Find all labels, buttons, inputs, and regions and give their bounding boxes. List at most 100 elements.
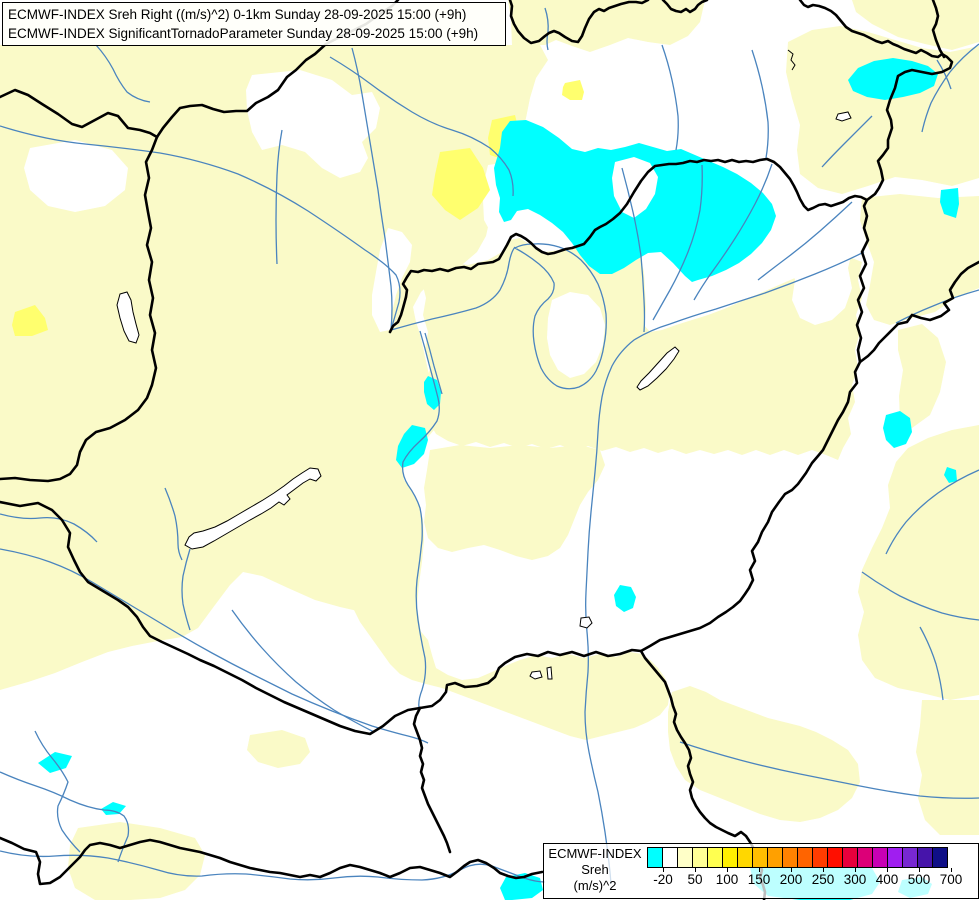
layer-lakes — [116, 111, 852, 680]
colorbar-tick — [759, 868, 760, 872]
colorbar-cell — [797, 847, 813, 868]
higher-shading — [432, 148, 490, 220]
colorbar-cell — [902, 847, 918, 868]
lake-outline — [546, 666, 553, 680]
colorbar-tick — [695, 868, 696, 872]
layer-white-patches — [24, 70, 853, 378]
colorbar-cell — [722, 847, 738, 868]
river-line — [751, 49, 769, 159]
colorbar-tick-label: 250 — [811, 872, 835, 887]
colorbar-cell — [767, 847, 783, 868]
colorbar-cell — [827, 847, 843, 868]
positive-shading — [348, 565, 670, 740]
negative-shading — [940, 188, 959, 218]
colorbar-tick — [727, 868, 728, 872]
title-line-2: ECMWF-INDEX SignificantTornadoParameter … — [8, 26, 479, 41]
neutral-shading — [24, 140, 128, 212]
colorbar-cell — [812, 847, 828, 868]
colorbar-tick-label: 300 — [843, 872, 867, 887]
colorbar-tick — [823, 868, 824, 872]
country-border — [0, 500, 422, 736]
river-line — [861, 571, 979, 621]
colorbar-tick-label: 200 — [779, 872, 803, 887]
river-line — [544, 7, 549, 51]
legend-title-line-1: ECMWF-INDEX — [548, 846, 642, 861]
country-border — [0, 135, 159, 483]
lake-outline — [636, 346, 680, 391]
lake-outline — [529, 670, 543, 680]
colorbar-cell — [647, 847, 663, 868]
river-line — [0, 125, 401, 331]
neutral-shading — [790, 212, 853, 325]
negative-shading — [101, 802, 126, 815]
positive-shading — [0, 45, 548, 690]
positive-shading — [858, 425, 979, 700]
colorbar-tick-label: 700 — [939, 872, 963, 887]
colorbar-tick-label: 500 — [907, 872, 931, 887]
river-line — [885, 469, 979, 555]
country-border — [0, 88, 159, 139]
country-border — [661, 0, 709, 14]
colorbar-tick-label: 400 — [875, 872, 899, 887]
river-line — [181, 548, 191, 631]
river-line — [329, 56, 514, 197]
legend-box: ECMWF-INDEX Sreh (m/s)^2 -20 50 100 150 200 2… — [543, 843, 979, 899]
lake-outline — [835, 111, 852, 122]
colorbar-tick-label: 150 — [747, 872, 771, 887]
negative-shading — [614, 585, 636, 612]
positive-shading — [916, 700, 979, 835]
colorbar-cell — [707, 847, 723, 868]
negative-shading — [883, 411, 912, 448]
positive-shading — [860, 194, 979, 325]
river-line — [821, 115, 873, 168]
country-border — [931, 0, 946, 59]
colorbar-cell — [842, 847, 858, 868]
river-line — [757, 201, 853, 281]
river-line — [919, 626, 944, 701]
layer-rivers — [0, 7, 979, 885]
country-border — [858, 260, 979, 364]
positive-shading — [424, 445, 605, 560]
colorbar-tick-label: 50 — [687, 872, 703, 887]
river-line — [513, 243, 607, 390]
river-line — [0, 513, 98, 543]
positive-shading — [247, 730, 310, 768]
lake-outline — [116, 291, 140, 344]
higher-shading — [12, 305, 48, 336]
river-line — [0, 548, 429, 744]
river-line — [351, 47, 393, 331]
colorbar-cell — [887, 847, 903, 868]
river-line — [231, 609, 375, 733]
river-line — [95, 44, 151, 103]
river-line — [424, 332, 443, 395]
positive-shading — [668, 686, 860, 822]
river-line — [584, 251, 865, 885]
colorbar-cell — [917, 847, 933, 868]
river-line — [390, 246, 516, 331]
negative-shading — [424, 376, 441, 410]
colorbar-cell — [782, 847, 798, 868]
legend-title-line-3: (m/s)^2 — [573, 878, 617, 893]
river-line — [0, 771, 130, 863]
river-line — [921, 43, 979, 133]
thin_marks — [787, 49, 796, 71]
negative-shading — [396, 425, 428, 468]
colorbar-cell — [737, 847, 753, 868]
neutral-shading — [547, 292, 605, 378]
colorbar-tick — [791, 868, 792, 872]
river-line — [401, 330, 440, 709]
river-line — [34, 730, 81, 853]
river-line — [661, 44, 679, 151]
river-line — [275, 129, 283, 265]
colorbar-tick — [855, 868, 856, 872]
legend-title-line-2: Sreh — [581, 862, 609, 877]
colorbar-cell — [692, 847, 708, 868]
river-line — [164, 487, 183, 561]
colorbar-tick-label: -20 — [653, 872, 673, 887]
positive-shading — [898, 324, 946, 428]
colorbar-tick — [663, 868, 664, 872]
river-line — [652, 164, 703, 321]
river-line — [693, 163, 773, 301]
